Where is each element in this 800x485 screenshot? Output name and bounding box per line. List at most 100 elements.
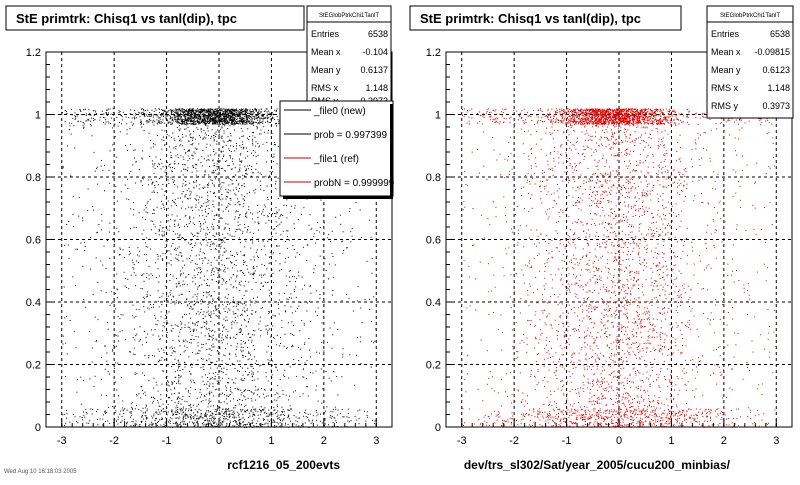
scatter-point — [317, 425, 318, 426]
scatter-point — [230, 120, 231, 121]
scatter-point — [201, 344, 202, 345]
scatter-point — [252, 121, 253, 122]
scatter-point — [224, 265, 225, 266]
scatter-point — [252, 380, 253, 381]
scatter-point — [161, 384, 162, 385]
scatter-point — [268, 313, 269, 314]
scatter-point — [241, 162, 242, 163]
scatter-point — [208, 117, 209, 118]
scatter-point — [237, 427, 238, 428]
scatter-point — [354, 385, 355, 386]
scatter-point — [116, 274, 117, 275]
scatter-point — [206, 384, 207, 385]
scatter-point — [254, 273, 255, 274]
scatter-point — [226, 398, 227, 399]
scatter-point — [203, 118, 204, 119]
scatter-point — [284, 418, 285, 419]
scatter-point — [207, 414, 208, 415]
scatter-point — [119, 248, 120, 249]
scatter-point — [141, 121, 142, 122]
scatter-point — [217, 323, 218, 324]
scatter-point — [129, 412, 130, 413]
scatter-point — [236, 334, 237, 335]
scatter-point — [191, 240, 192, 241]
scatter-point — [250, 416, 251, 417]
scatter-point — [245, 227, 246, 228]
scatter-point — [252, 376, 253, 377]
scatter-point — [151, 416, 152, 417]
scatter-point — [220, 110, 221, 111]
scatter-point — [189, 218, 190, 219]
scatter-point — [202, 263, 203, 264]
scatter-point — [142, 185, 143, 186]
scatter-point — [209, 120, 210, 121]
scatter-point — [310, 285, 311, 286]
scatter-point — [272, 361, 273, 362]
scatter-point — [182, 284, 183, 285]
scatter-point — [221, 368, 222, 369]
scatter-point — [241, 394, 242, 395]
scatter-point — [163, 166, 164, 167]
scatter-point — [221, 246, 222, 247]
scatter-point — [126, 287, 127, 288]
scatter-point — [178, 225, 179, 226]
scatter-point — [272, 422, 273, 423]
scatter-point — [158, 122, 159, 123]
scatter-point — [205, 316, 206, 317]
scatter-point — [147, 291, 148, 292]
scatter-point — [287, 347, 288, 348]
scatter-point — [98, 319, 99, 320]
scatter-point — [229, 119, 230, 120]
scatter-point — [216, 246, 217, 247]
scatter-point — [239, 419, 240, 420]
scatter-point — [258, 329, 259, 330]
scatter-point — [199, 314, 200, 315]
scatter-point — [278, 146, 279, 147]
scatter-point — [90, 114, 91, 115]
scatter-point — [263, 116, 264, 117]
scatter-point — [174, 351, 175, 352]
scatter-point — [212, 180, 213, 181]
scatter-point — [219, 198, 220, 199]
scatter-point — [289, 281, 290, 282]
scatter-point — [230, 337, 231, 338]
scatter-point — [236, 108, 237, 109]
scatter-point — [174, 224, 175, 225]
scatter-point — [198, 350, 199, 351]
scatter-point — [213, 201, 214, 202]
scatter-point — [95, 110, 96, 111]
scatter-point — [202, 206, 203, 207]
scatter-point — [184, 351, 185, 352]
scatter-point — [303, 377, 304, 378]
scatter-point — [178, 366, 179, 367]
scatter-point — [240, 224, 241, 225]
scatter-point — [220, 420, 221, 421]
scatter-point — [247, 424, 248, 425]
scatter-point — [186, 415, 187, 416]
scatter-point — [212, 211, 213, 212]
scatter-point — [203, 344, 204, 345]
scatter-point — [240, 230, 241, 231]
scatter-point — [207, 279, 208, 280]
scatter-point — [253, 233, 254, 234]
scatter-point — [183, 419, 184, 420]
scatter-point — [95, 376, 96, 377]
scatter-point — [320, 414, 321, 415]
scatter-point — [263, 409, 264, 410]
scatter-point — [252, 334, 253, 335]
scatter-point — [147, 308, 148, 309]
scatter-point — [86, 423, 87, 424]
scatter-point — [135, 354, 136, 355]
scatter-point — [143, 230, 144, 231]
scatter-point — [275, 183, 276, 184]
scatter-point — [214, 324, 215, 325]
scatter-point — [193, 330, 194, 331]
scatter-point — [222, 123, 223, 124]
scatter-point — [209, 335, 210, 336]
scatter-point — [144, 331, 145, 332]
scatter-point — [231, 111, 232, 112]
scatter-point — [208, 229, 209, 230]
scatter-point — [205, 123, 206, 124]
scatter-point — [213, 243, 214, 244]
scatter-point — [217, 113, 218, 114]
